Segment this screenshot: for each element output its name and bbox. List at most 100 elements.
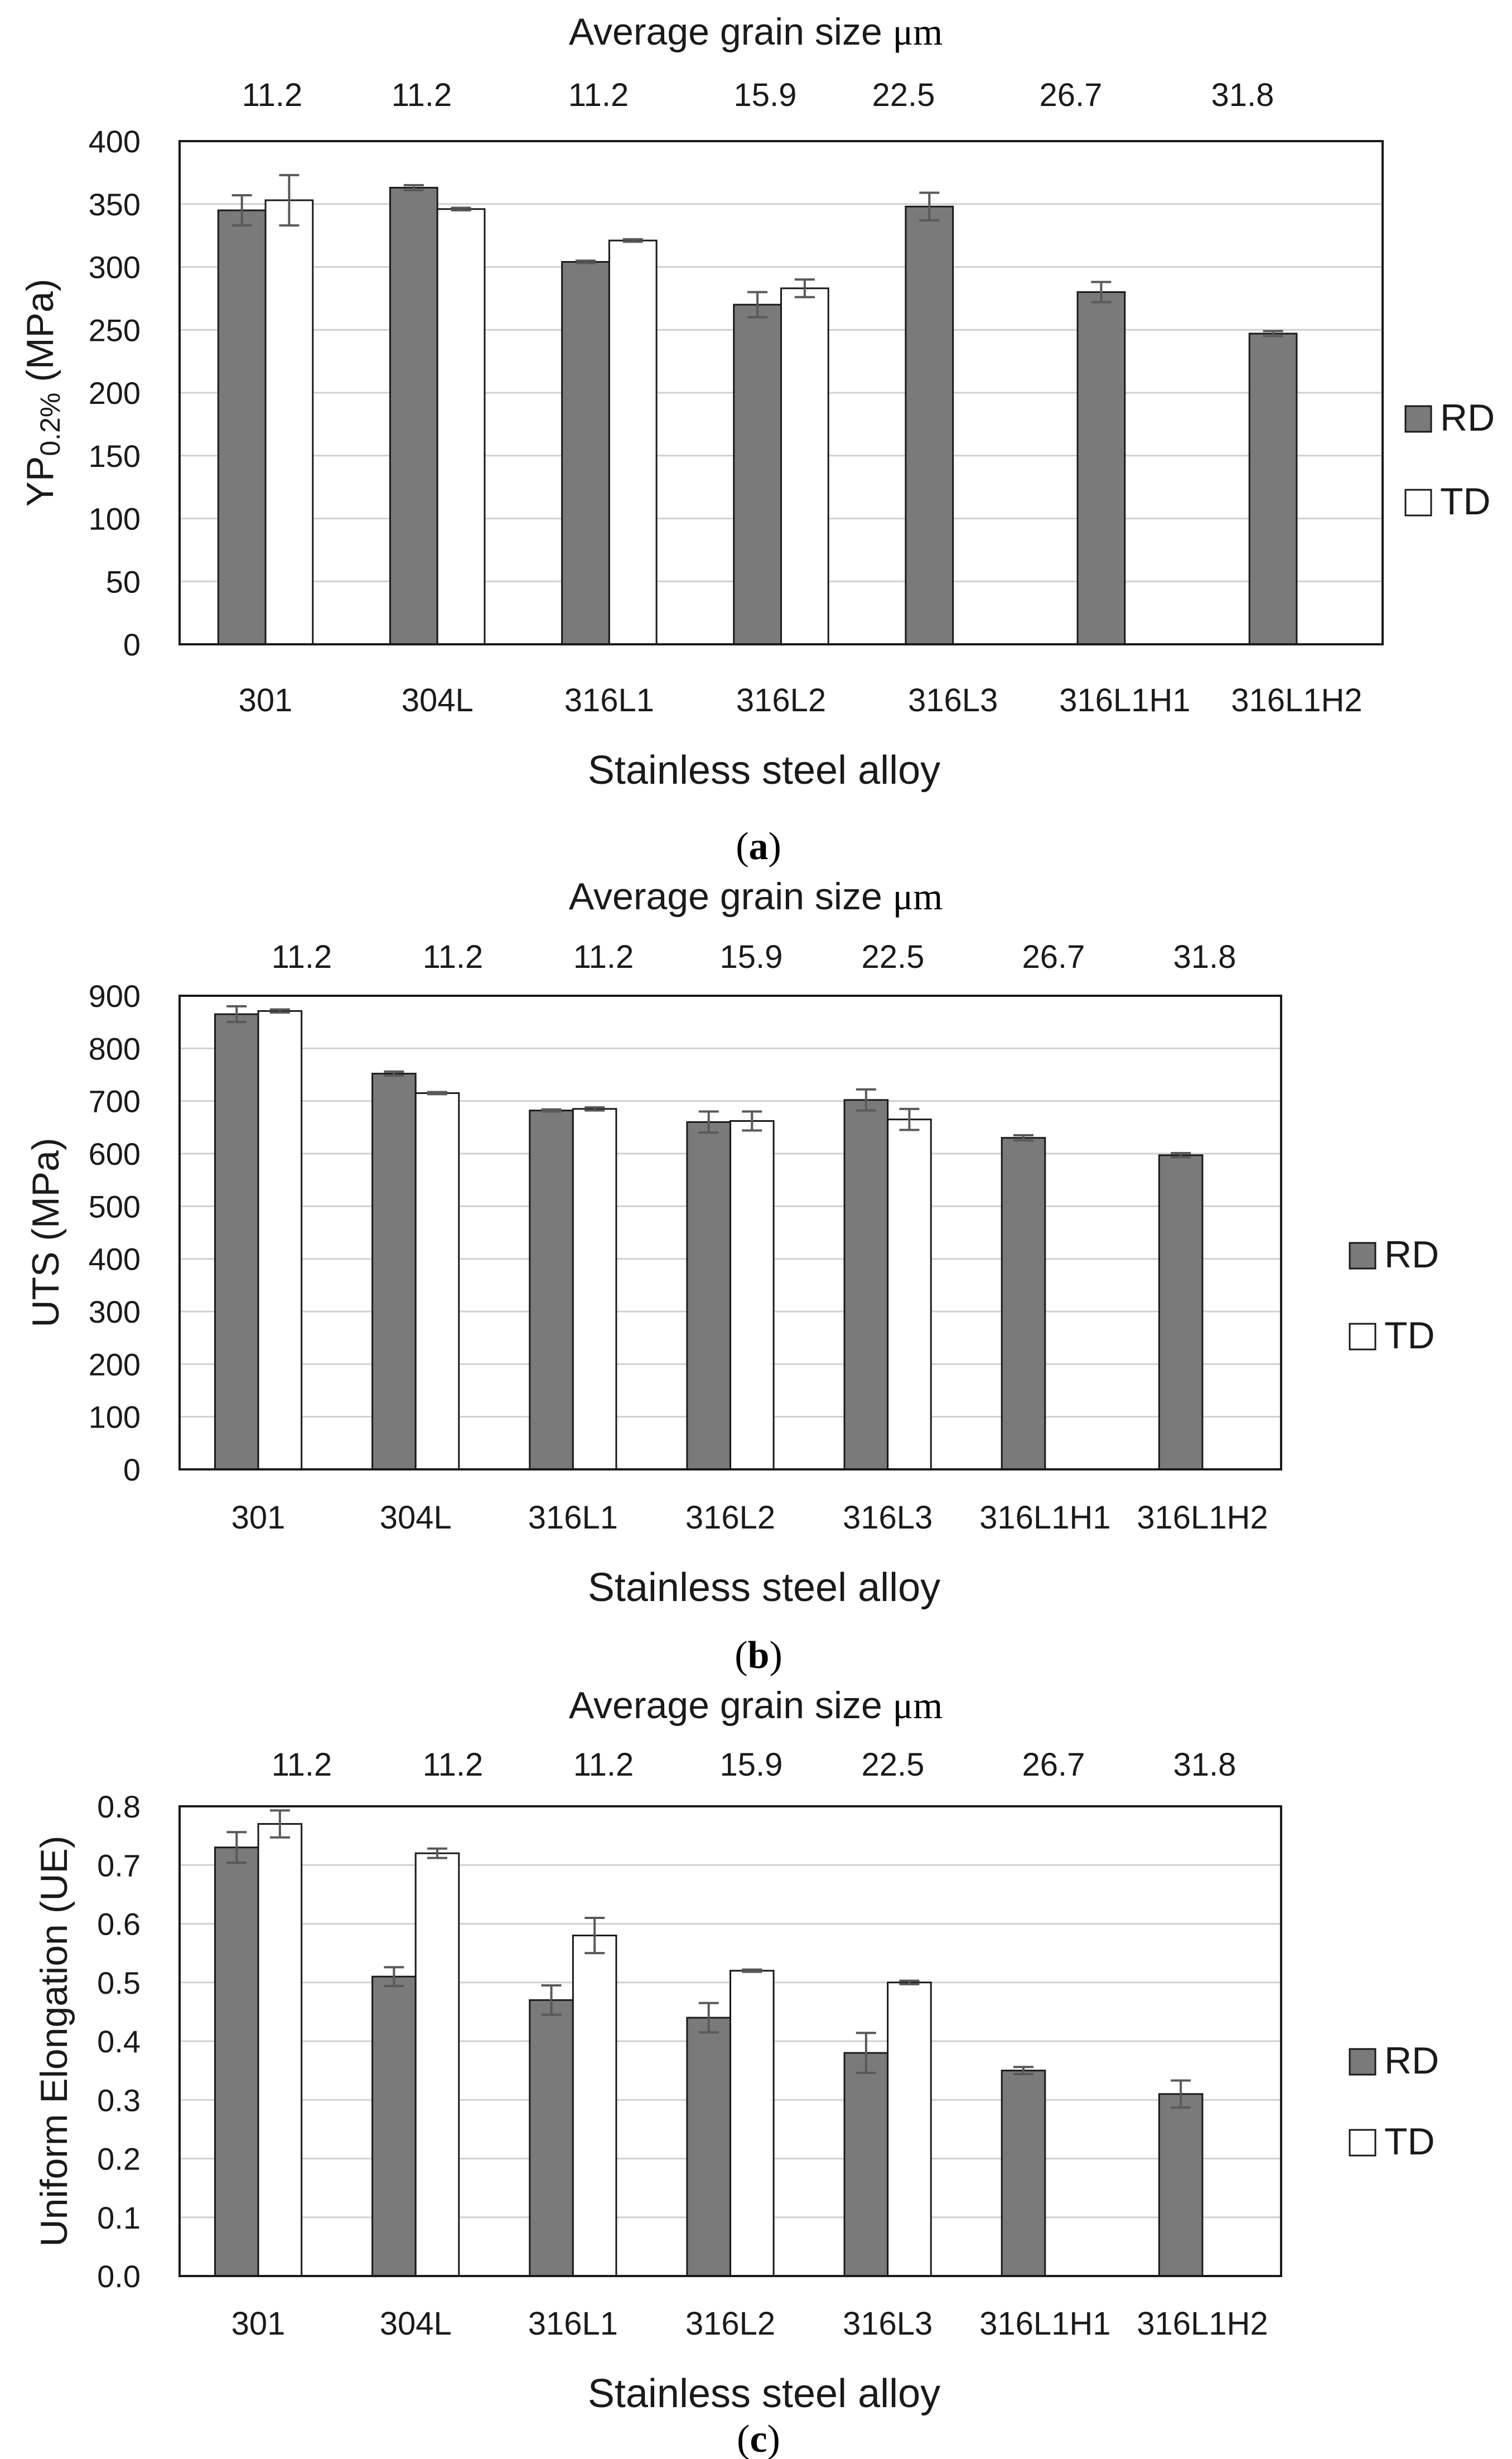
x-tick-label: 316L2 [685, 2306, 775, 2342]
bar-rd [1001, 2070, 1046, 2277]
y-tick-label: 0.2 [97, 2142, 141, 2177]
x-tick-label: 316L1H1 [979, 2306, 1110, 2342]
legend: RD TD [1404, 397, 1495, 523]
bar-rd [843, 1099, 889, 1470]
bar-rd [561, 261, 610, 645]
x-tick-label: 316L1H2 [1137, 2306, 1268, 2342]
error-bar [899, 1979, 920, 1985]
y-tick-label: 500 [89, 1189, 141, 1224]
y-axis-title: Uniform Elongation (UE) [33, 1836, 75, 2247]
bar-td [730, 1120, 775, 1470]
x-tick-label: 316L1 [528, 2306, 618, 2342]
panel-caption: (b) [735, 1634, 782, 1677]
y-tick-label: 100 [89, 502, 141, 537]
y-tick-label: 0.5 [97, 1965, 141, 2000]
legend: RD TD [1349, 2039, 1439, 2163]
plot-frame [178, 140, 1384, 645]
error-bar [698, 2002, 719, 2034]
x-tick-label: 316L1 [564, 682, 654, 719]
legend-label-td: TD [1384, 1314, 1435, 1357]
panel-caption-letter: c [750, 2418, 767, 2459]
bar-td [572, 1108, 617, 1470]
y-tick-label: 400 [89, 1242, 141, 1277]
y-tick-label: 350 [89, 187, 141, 222]
bar-td [436, 208, 486, 645]
y-tick-label: 200 [89, 375, 141, 411]
x-tick-label: 316L1H1 [1059, 682, 1190, 719]
y-tick-label: 0 [123, 1452, 141, 1487]
top-axis-title-text: Average grain size [569, 1684, 893, 1727]
legend-swatch-rd [1404, 405, 1432, 433]
grain-size-label: 15.9 [734, 77, 797, 113]
error-bar [1171, 1152, 1191, 1159]
bar-td [257, 1823, 303, 2277]
legend-label-rd: RD [1384, 2039, 1439, 2082]
y-tick-label: 800 [89, 1031, 141, 1066]
x-tick-label: 301 [231, 1499, 286, 1536]
grain-size-label: 11.2 [272, 939, 332, 975]
error-bar [794, 278, 815, 298]
top-axis-title: Average grain size μm [569, 1684, 943, 1727]
x-axis-title: Stainless steel alloy [588, 1565, 940, 1610]
bar-td [572, 1935, 617, 2277]
y-axis-title-subscript: 0.2% [35, 393, 66, 456]
y-tick-label: 100 [89, 1400, 141, 1435]
error-bar [622, 238, 643, 243]
chart-panel-c: 0.0 0.1 0.2 0.3 0.4 0.5 0.6 0.7 0.8 301 304L 316L1 3… [33, 1684, 1439, 2459]
bar-td [780, 287, 829, 645]
error-bar [269, 1008, 290, 1014]
x-tick-label: 316L3 [843, 2306, 933, 2342]
x-tick-label: 316L2 [736, 682, 826, 719]
x-tick-label: 304L [402, 682, 474, 719]
y-tick-label: 0.1 [97, 2200, 141, 2235]
bar-td [414, 1092, 460, 1470]
legend-label-rd: RD [1384, 1233, 1439, 1276]
grain-size-label: 11.2 [573, 1747, 634, 1783]
error-bar [1171, 2079, 1191, 2109]
grain-size-label: 11.2 [423, 1747, 484, 1783]
error-bar [1013, 2066, 1033, 2075]
error-bar [747, 291, 768, 319]
error-bar [231, 194, 252, 227]
bar-td [608, 239, 658, 645]
panel-caption-letter: a [749, 825, 769, 868]
y-tick-label: 150 [89, 438, 141, 474]
plot-frame [178, 1805, 1282, 2277]
bar-rd [843, 2052, 889, 2277]
error-bar [919, 191, 940, 222]
bar-rd [214, 1846, 259, 2277]
grain-size-label: 26.7 [1022, 1747, 1085, 1783]
chart-panel-a: 0 50 100 150 200 250 300 350 400 301 304L 316L1 316L… [19, 11, 1495, 868]
bar-rd [1076, 291, 1126, 645]
error-bar [742, 1968, 762, 1973]
error-bar [856, 1088, 876, 1112]
error-bar [742, 1110, 762, 1132]
grain-size-label: 22.5 [862, 939, 925, 975]
grain-size-label: 11.2 [272, 1747, 332, 1783]
grain-size-label: 31.8 [1173, 1747, 1236, 1783]
legend-swatch-rd [1349, 2048, 1376, 2076]
grain-size-label: 11.2 [392, 77, 452, 113]
grain-size-label: 15.9 [720, 939, 783, 975]
error-bar [427, 1847, 448, 1859]
panel-caption-close: ) [769, 825, 781, 868]
legend-label-rd: RD [1440, 397, 1495, 439]
x-tick-label: 301 [239, 682, 293, 719]
legend-swatch-td [1404, 489, 1432, 517]
bar-rd [529, 1110, 574, 1470]
panel-caption-open: ( [735, 1634, 747, 1677]
y-tick-label: 300 [89, 250, 141, 285]
bar-td [730, 1970, 775, 2277]
panel-caption-open: ( [737, 2418, 750, 2459]
x-tick-label: 316L1 [528, 1499, 618, 1536]
y-tick-label: 50 [106, 564, 141, 599]
bar-rd [389, 186, 438, 645]
y-tick-label: 250 [89, 312, 141, 348]
grain-size-label: 22.5 [872, 77, 935, 113]
bar-rd [217, 209, 267, 645]
error-bar [899, 1107, 920, 1131]
y-tick-label: 900 [89, 978, 141, 1014]
y-tick-label: 0.7 [97, 1848, 141, 1883]
error-bar [541, 1984, 562, 2016]
panel-caption-close: ) [767, 2418, 780, 2459]
